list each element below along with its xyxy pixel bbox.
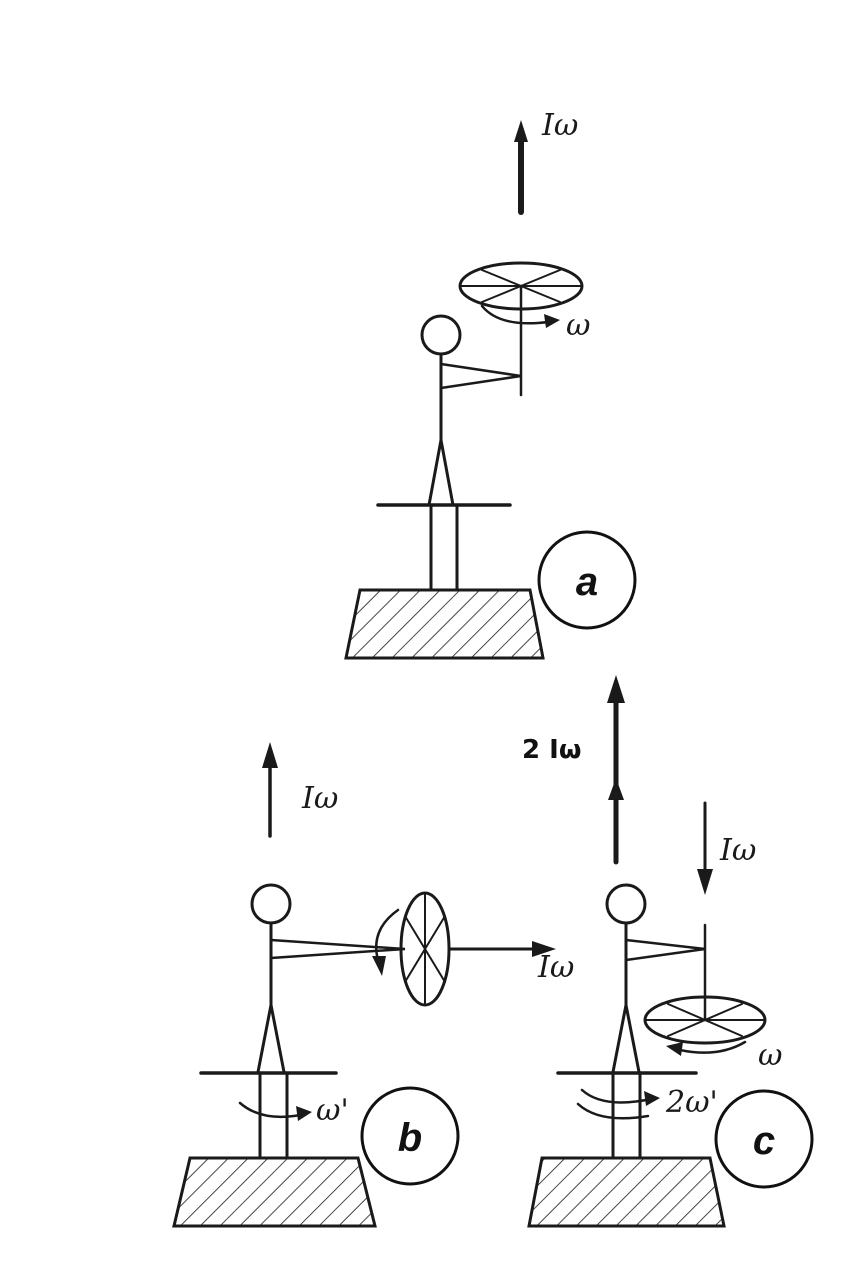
momentum-arrow-c-total <box>607 675 625 865</box>
momentum-total-label-c: 2 Iω <box>522 735 581 765</box>
momentum-arrow-c-down <box>697 801 713 895</box>
omega-label-c: ω <box>758 1038 782 1073</box>
platform-rotation-arrow-b <box>238 1101 312 1121</box>
rotation-arrow-a <box>480 304 560 328</box>
momentum-arrow-b-up <box>262 742 278 838</box>
panel-c: 2 Iω Iω ω <box>522 675 814 1228</box>
badge-b: b <box>360 1086 460 1186</box>
wheel-b <box>399 891 451 1007</box>
momentum-up-label-b: Iω <box>301 781 338 816</box>
omega-prime-label-b: ω' <box>316 1093 349 1128</box>
base-b <box>172 1156 377 1228</box>
momentum-arrow-b-horizontal <box>447 941 556 957</box>
badge-a: a <box>537 530 637 630</box>
platform-rotation-arrow-c <box>576 1088 660 1120</box>
omega-prime-label-c: 2ω' <box>665 1085 718 1120</box>
wheel-rotation-arrow-b <box>372 908 400 976</box>
momentum-label-a: Iω <box>541 108 578 143</box>
svg-text:c: c <box>753 1119 775 1163</box>
badge-c: c <box>714 1089 814 1189</box>
panel-b: Iω Iω <box>172 742 574 1228</box>
spindle-a <box>429 503 459 592</box>
svg-text:b: b <box>398 1116 422 1160</box>
base-a <box>344 588 545 660</box>
svg-text:a: a <box>576 560 598 604</box>
panel-a: Iω ω <box>344 108 637 660</box>
omega-label-a: ω <box>566 308 590 343</box>
person-c <box>605 883 706 1074</box>
person-a <box>420 314 522 507</box>
spindle-c <box>611 1071 642 1160</box>
person-b <box>250 883 406 1074</box>
momentum-down-label-c: Iω <box>719 833 756 868</box>
momentum-horizontal-label-b: Iω <box>537 950 574 985</box>
wheel-rotation-arrow-c <box>666 1040 747 1056</box>
momentum-arrow-a <box>514 120 528 215</box>
wheel-c <box>643 995 767 1045</box>
base-c <box>527 1156 726 1228</box>
